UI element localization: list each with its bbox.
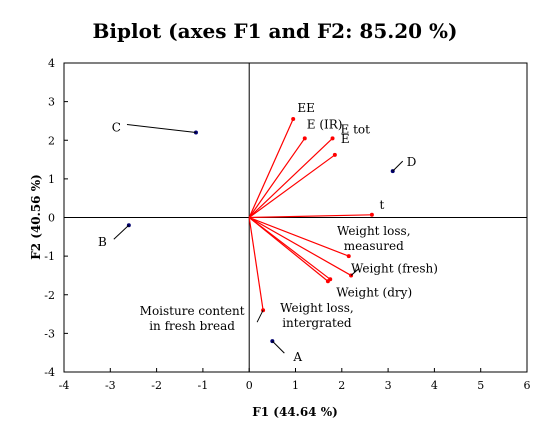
y-tick-label: 2 xyxy=(48,134,55,147)
observation-label: C xyxy=(112,121,121,135)
variable-point xyxy=(302,136,307,141)
variable-label: E tot xyxy=(341,122,371,136)
x-tick-label: 0 xyxy=(246,379,253,392)
x-axis-title: F1 (44.64 %) xyxy=(252,405,338,419)
x-tick-label: 6 xyxy=(524,379,531,392)
variable-label: t xyxy=(379,198,384,212)
x-tick-label: 1 xyxy=(292,379,299,392)
variable-point xyxy=(346,254,351,259)
variable-vectors xyxy=(248,117,374,313)
variable-point xyxy=(325,279,330,284)
y-tick-label: -1 xyxy=(44,250,55,263)
variable-vector xyxy=(248,154,336,218)
variable-vector xyxy=(248,137,306,218)
variable-label: E (IR) xyxy=(307,117,343,131)
chart-title: Biplot (axes F1 and F2: 85.20 %) xyxy=(93,19,458,43)
variable-vector xyxy=(248,217,329,282)
x-tick-label: -1 xyxy=(198,379,209,392)
y-tick-label: -3 xyxy=(44,327,55,340)
y-axis-title: F2 (40.56 %) xyxy=(29,174,43,260)
observation-label: A xyxy=(292,350,302,364)
variable-label: Weight loss, intergrated xyxy=(280,301,354,330)
variable-label: Weight (dry) xyxy=(336,285,412,299)
variable-vector xyxy=(248,216,349,257)
label-leader xyxy=(256,309,264,323)
y-tick-label: 0 xyxy=(48,212,55,225)
variable-label: Moisture content in fresh bread xyxy=(140,304,245,333)
observation-label: D xyxy=(407,155,417,169)
x-tick-label: -3 xyxy=(105,379,116,392)
y-tick-label: -4 xyxy=(44,366,55,379)
variable-vector xyxy=(249,214,372,219)
axis-ticks: -4 -3 -2 -1 0 1 2 3 4 5 6 -4 -3 -2 -1 0 1 2 3 4 xyxy=(44,57,530,392)
y-tick-label: -2 xyxy=(44,289,55,302)
x-tick-label: 2 xyxy=(338,379,345,392)
label-leader xyxy=(350,268,360,276)
y-tick-label: 1 xyxy=(48,173,55,186)
observation-leader xyxy=(113,224,130,240)
variable-vector xyxy=(248,118,294,218)
variable-vector xyxy=(248,216,352,276)
variable-point xyxy=(330,136,335,141)
variable-label: Weight (fresh) xyxy=(351,261,438,275)
observation-leader xyxy=(392,160,404,172)
x-tick-label: -2 xyxy=(151,379,162,392)
variable-point xyxy=(369,212,374,217)
variable-label: E xyxy=(341,132,350,146)
observation-leader xyxy=(126,124,197,134)
variable-label: EE xyxy=(297,101,315,115)
observation-leader xyxy=(271,340,285,354)
observation-label: B xyxy=(98,235,107,249)
variable-label: Weight loss, measured xyxy=(337,224,411,253)
x-tick-label: 3 xyxy=(385,379,392,392)
variable-point xyxy=(332,152,337,157)
y-tick-label: 4 xyxy=(48,57,55,70)
variable-vector xyxy=(248,217,264,311)
y-tick-label: 3 xyxy=(48,96,55,109)
variable-point xyxy=(291,117,296,122)
x-tick-label: -4 xyxy=(59,379,70,392)
variable-vector xyxy=(248,137,333,218)
x-tick-label: 4 xyxy=(431,379,438,392)
x-tick-label: 5 xyxy=(477,379,484,392)
